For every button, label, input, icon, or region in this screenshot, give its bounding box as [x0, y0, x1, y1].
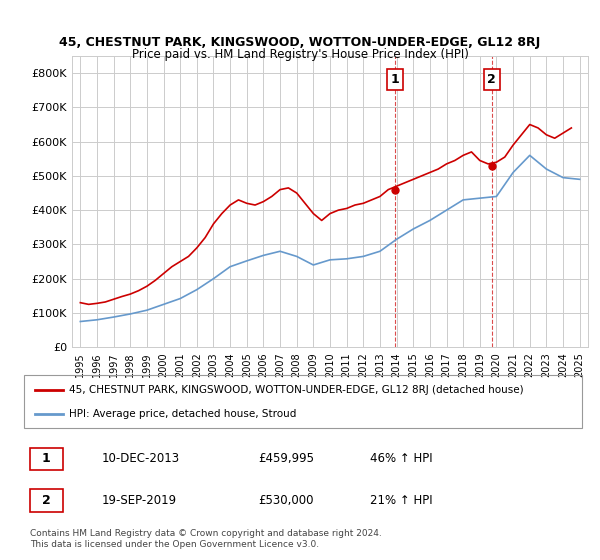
- Text: 1: 1: [42, 452, 50, 465]
- Text: 46% ↑ HPI: 46% ↑ HPI: [370, 452, 433, 465]
- Text: Contains HM Land Registry data © Crown copyright and database right 2024.
This d: Contains HM Land Registry data © Crown c…: [30, 529, 382, 549]
- Text: 21% ↑ HPI: 21% ↑ HPI: [370, 494, 433, 507]
- Text: 1: 1: [391, 73, 400, 86]
- Text: HPI: Average price, detached house, Stroud: HPI: Average price, detached house, Stro…: [68, 408, 296, 418]
- Text: 10-DEC-2013: 10-DEC-2013: [102, 452, 180, 465]
- Text: £530,000: £530,000: [259, 494, 314, 507]
- Text: 45, CHESTNUT PARK, KINGSWOOD, WOTTON-UNDER-EDGE, GL12 8RJ: 45, CHESTNUT PARK, KINGSWOOD, WOTTON-UND…: [59, 36, 541, 49]
- Text: 2: 2: [42, 494, 50, 507]
- Text: Price paid vs. HM Land Registry's House Price Index (HPI): Price paid vs. HM Land Registry's House …: [131, 48, 469, 60]
- Text: 2: 2: [487, 73, 496, 86]
- Text: 19-SEP-2019: 19-SEP-2019: [102, 494, 177, 507]
- Text: 45, CHESTNUT PARK, KINGSWOOD, WOTTON-UNDER-EDGE, GL12 8RJ (detached house): 45, CHESTNUT PARK, KINGSWOOD, WOTTON-UND…: [68, 385, 523, 395]
- Text: £459,995: £459,995: [259, 452, 314, 465]
